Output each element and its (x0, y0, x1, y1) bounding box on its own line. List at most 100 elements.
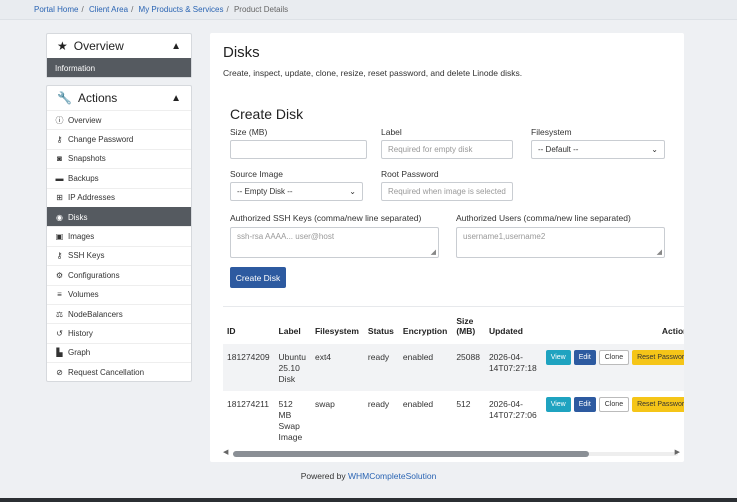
edit-button[interactable]: Edit (573, 350, 596, 365)
breadcrumb: Portal Home / Client Area / My Products & … (0, 0, 737, 20)
actions-panel: 🔧 Actions ▲ ⓘ Overview ⚷ Change Password ◙ S… (46, 85, 192, 383)
filesystem-select-value: -- Default -- (538, 145, 579, 154)
th-updated: Updated (488, 326, 523, 336)
clone-button[interactable]: Clone (598, 350, 630, 365)
sidebar-item-volumes[interactable]: ≡ Volumes (47, 284, 191, 304)
cell-id: 181274211 (227, 399, 269, 409)
create-disk-button[interactable]: Create Disk (230, 267, 286, 288)
resize-grip-icon[interactable]: ◢ (430, 249, 436, 256)
cell-updated: 2026-04-14T07:27:18 (484, 344, 542, 391)
th-label: Label (278, 326, 301, 336)
cell-status: ready (367, 399, 390, 409)
cell-id: 181274209 (223, 344, 275, 391)
chevron-up-icon[interactable]: ▲ (171, 92, 181, 104)
table-row: 181274209 Ubuntu 25.10 Disk ext4 ready e… (223, 344, 684, 391)
disks-table: ID Label Filesystem Status Encryption Si… (223, 314, 684, 449)
chart-icon: ▙ (56, 348, 63, 358)
table-row: 181274211 512 MB Swap Image swap ready e… (223, 391, 684, 449)
sidebar-item-ip-addresses[interactable]: ⊞ IP Addresses (47, 187, 191, 207)
actions-panel-title: Actions (77, 91, 118, 105)
ssh-keys-placeholder: ssh-rsa AAAA... user@host (237, 232, 335, 241)
ssh-keys-textarea[interactable]: ssh-rsa AAAA... user@host ◢ (230, 227, 439, 258)
root-password-input[interactable]: Required when image is selected (381, 182, 513, 201)
main-content: Disks Create, inspect, update, clone, re… (210, 33, 684, 462)
horizontal-scrollbar[interactable]: ◀ ▶ (223, 448, 684, 458)
th-filesystem: Filesystem (314, 326, 359, 336)
sidebar-item-change-password[interactable]: ⚷ Change Password (47, 129, 191, 148)
sidebar-item-overview[interactable]: ⓘ Overview (47, 110, 191, 129)
chevron-down-icon: ⌄ (349, 187, 356, 196)
page-subtitle: Create, inspect, update, clone, resize, … (223, 68, 523, 78)
size-input[interactable] (230, 140, 367, 159)
sidebar-item-request-cancellation[interactable]: ⊘ Request Cancellation (47, 362, 191, 381)
authorized-users-textarea[interactable]: username1,username2 ◢ (456, 227, 665, 258)
authorized-users-placeholder: username1,username2 (463, 232, 546, 241)
database-icon: ≡ (57, 290, 62, 300)
table-header-row: ID Label Filesystem Status Encryption Si… (223, 314, 684, 344)
source-image-label: Source Image (230, 169, 283, 179)
sidebar-item-disks[interactable]: ◉ Disks (47, 206, 191, 227)
cell-actions: View Edit Clone Reset Password (542, 391, 684, 449)
sidebar-item-nodebalancers[interactable]: ⚖ NodeBalancers (47, 303, 191, 323)
sidebar-item-configurations[interactable]: ⚙ Configurations (47, 265, 191, 284)
reset-password-button[interactable]: Reset Password (632, 397, 684, 412)
filesystem-select[interactable]: -- Default -- ⌄ (531, 140, 665, 159)
key-icon: ⚷ (56, 135, 63, 145)
sidebar-item-backups[interactable]: ▬ Backups (47, 168, 191, 187)
source-image-select[interactable]: -- Empty Disk -- ⌄ (230, 182, 363, 201)
footer-link[interactable]: WHMCompleteSolution (347, 471, 437, 481)
breadcrumb-my-products[interactable]: My Products & Services (138, 5, 224, 14)
size-label: Size (MB) (230, 127, 268, 137)
sidebar-item-information[interactable]: Information (47, 58, 191, 78)
actions-panel-header[interactable]: 🔧 Actions ▲ (47, 86, 191, 110)
scroll-left-icon[interactable]: ◀ (223, 449, 229, 456)
overview-panel-header[interactable]: ★ Overview ▲ (47, 34, 191, 58)
cell-status: ready (363, 344, 399, 391)
th-actions: Actions (661, 326, 684, 336)
view-button[interactable]: View (545, 350, 571, 365)
th-id: ID (227, 326, 236, 336)
chevron-up-icon[interactable]: ▲ (171, 40, 181, 52)
camera-icon: ◙ (57, 154, 62, 164)
source-image-select-value: -- Empty Disk -- (237, 187, 293, 196)
authorized-users-label: Authorized Users (comma/new line separat… (456, 213, 631, 223)
reset-password-button[interactable]: Reset Password (632, 350, 684, 365)
sidebar-item-ssh-keys[interactable]: ⚷ SSH Keys (47, 245, 191, 265)
sidebar-item-graph[interactable]: ▙ Graph (47, 342, 191, 362)
network-icon: ⊞ (56, 193, 63, 203)
th-encryption: Encryption (402, 326, 448, 336)
edit-button[interactable]: Edit (573, 397, 596, 412)
scroll-right-icon[interactable]: ▶ (674, 449, 680, 456)
cell-updated: 2026-04-14T07:27:06 (488, 399, 537, 420)
sidebar-item-snapshots[interactable]: ◙ Snapshots (47, 148, 191, 168)
view-button[interactable]: View (545, 397, 571, 412)
hdd-icon: ▬ (55, 173, 64, 183)
image-icon: ▣ (55, 232, 64, 242)
th-size: Size (MB) (456, 316, 476, 336)
cell-filesystem: ext4 (310, 344, 364, 391)
sidebar-item-history[interactable]: ↺ History (47, 323, 191, 342)
create-disk-title: Create Disk (230, 106, 304, 122)
bottom-bar (0, 498, 737, 502)
disk-icon: ◉ (56, 212, 63, 222)
resize-grip-icon[interactable]: ◢ (656, 249, 662, 256)
root-password-label: Root Password (381, 169, 439, 179)
ban-icon: ⊘ (56, 367, 63, 377)
info-circle-icon: ⓘ (55, 115, 64, 125)
scrollbar-thumb[interactable] (233, 451, 589, 457)
breadcrumb-current: Product Details (233, 5, 289, 14)
overview-panel: ★ Overview ▲ Information (46, 33, 192, 79)
history-icon: ↺ (56, 328, 63, 338)
label-input[interactable]: Required for empty disk (381, 140, 513, 159)
ssh-keys-label: Authorized SSH Keys (comma/new line sepa… (230, 213, 422, 223)
divider (223, 306, 684, 307)
cell-label: Ubuntu 25.10 Disk (274, 344, 311, 391)
clone-button[interactable]: Clone (598, 397, 630, 412)
page-title: Disks (223, 44, 260, 61)
breadcrumb-client-area[interactable]: Client Area (88, 5, 129, 14)
cell-actions: View Edit Clone Reset Password (541, 344, 684, 391)
cogs-icon: ⚙ (55, 270, 64, 280)
balance-scale-icon: ⚖ (55, 309, 64, 319)
breadcrumb-portal-home[interactable]: Portal Home (34, 5, 79, 14)
sidebar-item-images[interactable]: ▣ Images (47, 226, 191, 245)
